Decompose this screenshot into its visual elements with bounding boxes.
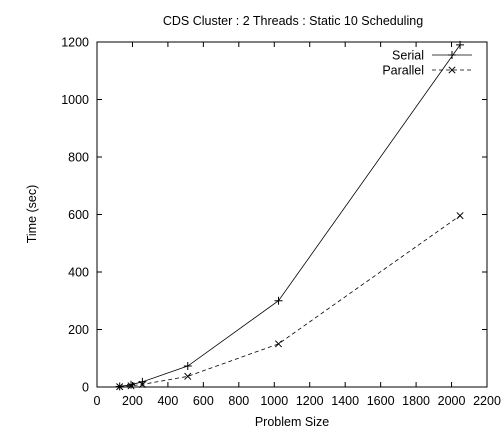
x-tick-label: 1200 <box>296 394 324 408</box>
y-tick-label: 800 <box>68 151 89 165</box>
x-tick-label: 1000 <box>260 394 288 408</box>
data-point-parallel <box>138 380 146 388</box>
x-tick-label: 2200 <box>473 394 501 408</box>
series-layer <box>115 40 465 391</box>
legend-label-parallel: Parallel <box>382 64 424 78</box>
data-point-serial <box>274 296 283 305</box>
x-tick-label: 1800 <box>402 394 430 408</box>
plot-frame <box>96 41 488 388</box>
data-point-serial <box>183 362 192 371</box>
data-point-parallel <box>184 372 192 380</box>
series-line-parallel <box>119 215 461 388</box>
data-point-parallel <box>274 340 283 348</box>
axis-ticks: 0 200 400 600 800 1000 1200 1400 1600 1800 2000 220… <box>61 36 501 409</box>
series-line-serial <box>119 44 461 387</box>
x-tick-label: 400 <box>157 394 178 408</box>
data-point-serial <box>127 380 136 389</box>
legend-marker-parallel <box>448 66 456 74</box>
data-point-parallel <box>116 383 124 391</box>
data-point-parallel <box>127 382 135 390</box>
x-tick-label: 0 <box>94 394 101 408</box>
x-tick-label: 600 <box>193 394 214 408</box>
legend-label-serial: Serial <box>392 49 424 63</box>
y-axis-label: Time (sec) <box>25 185 39 244</box>
y-tick-label: 200 <box>68 323 89 337</box>
x-tick-label: 1400 <box>331 394 359 408</box>
x-axis-label: Problem Size <box>255 415 329 429</box>
x-tick-label: 800 <box>228 394 249 408</box>
data-point-parallel <box>456 212 464 220</box>
legend-marker-serial <box>448 51 456 59</box>
data-point-serial <box>456 40 465 49</box>
x-tick-label: 2000 <box>438 394 466 408</box>
y-tick-label: 1000 <box>61 93 89 107</box>
y-tick-label: 0 <box>82 381 89 395</box>
x-tick-label: 1600 <box>367 394 395 408</box>
x-tick-label: 200 <box>122 394 143 408</box>
chart-title: CDS Cluster : 2 Threads : Static 10 Sche… <box>163 14 423 28</box>
y-tick-label: 1200 <box>61 36 89 50</box>
y-tick-label: 400 <box>68 266 89 280</box>
y-tick-label: 600 <box>68 208 89 222</box>
